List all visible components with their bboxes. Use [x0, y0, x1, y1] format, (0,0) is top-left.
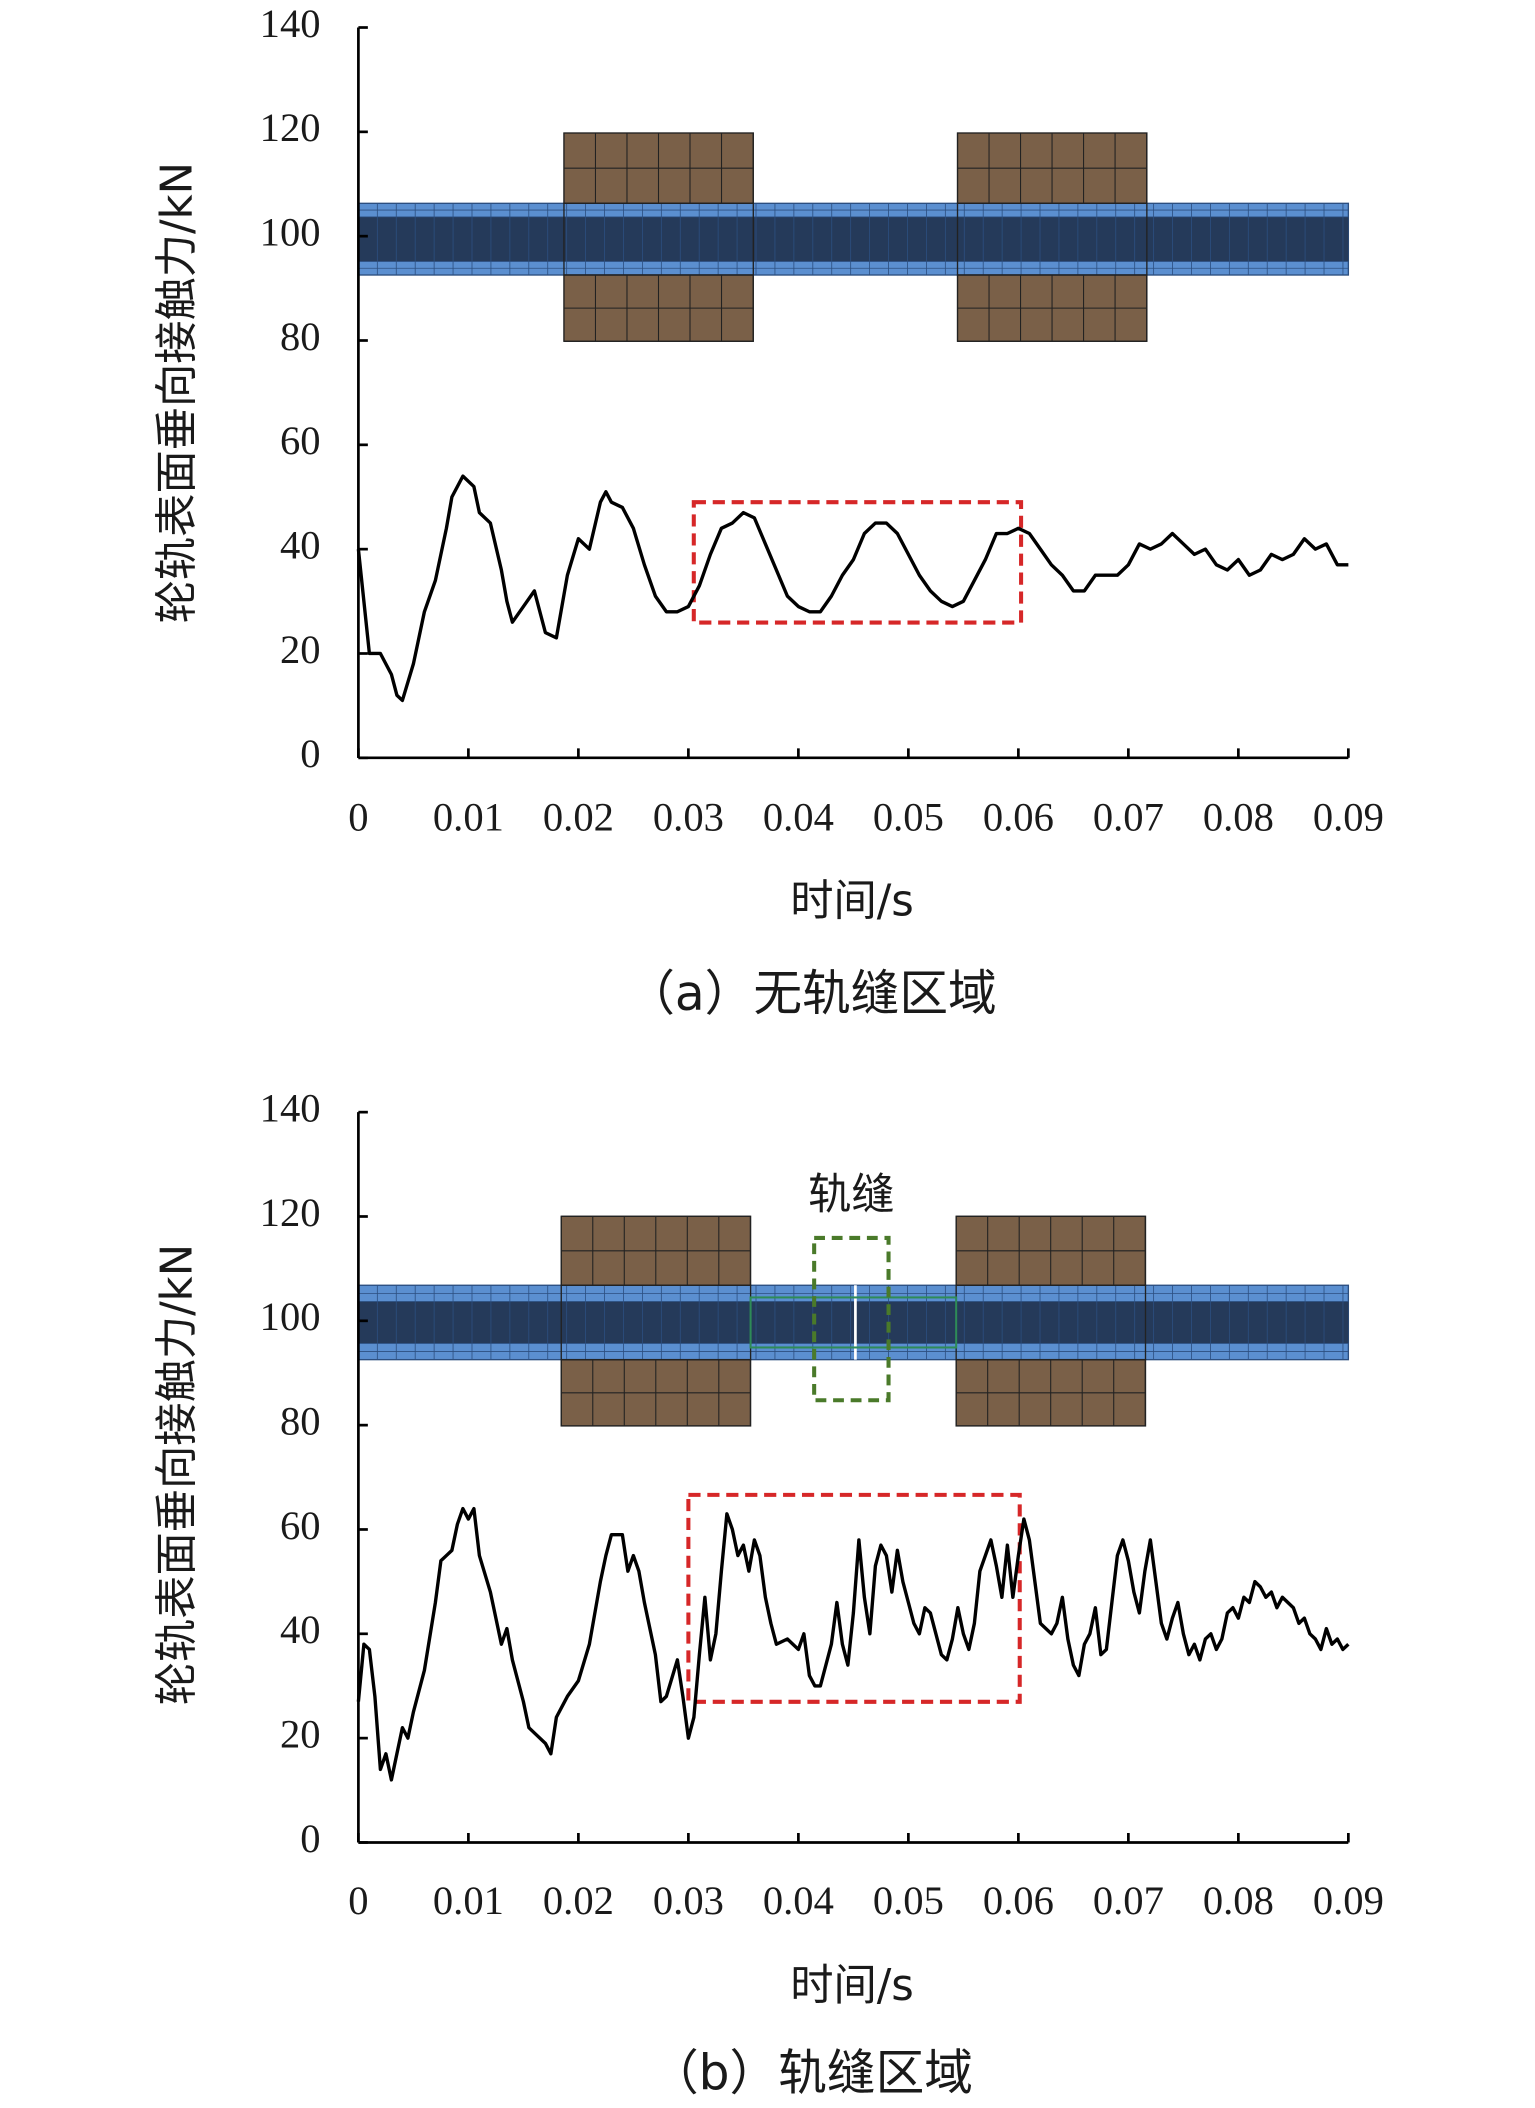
- rail-core: [358, 216, 1349, 262]
- y-tick-label: 0: [300, 1816, 320, 1861]
- y-tick-label: 40: [280, 1607, 321, 1652]
- x-tick-label: 0.07: [1093, 1878, 1164, 1923]
- x-tick-label: 0.05: [873, 795, 944, 840]
- x-tick-label: 0.07: [1093, 795, 1164, 840]
- x-tick-label: 0: [348, 795, 368, 840]
- x-tick-label: 0.02: [543, 795, 614, 840]
- x-axis-label: 时间/s: [790, 876, 914, 926]
- x-tick-label: 0.08: [1203, 1878, 1274, 1923]
- y-tick-label: 40: [280, 522, 321, 567]
- x-tick-label: 0.05: [873, 1878, 944, 1923]
- y-tick-label: 60: [280, 1503, 321, 1548]
- y-tick-label: 100: [260, 1294, 321, 1339]
- x-tick-label: 0: [348, 1878, 368, 1923]
- sleeper-rail: [956, 202, 1148, 276]
- annotation: 轨缝: [808, 1170, 895, 1220]
- x-tick-label: 0.06: [983, 795, 1054, 840]
- x-tick-label: 0.06: [983, 1878, 1054, 1923]
- x-tick-label: 0.03: [653, 795, 724, 840]
- caption: （a）无轨缝区域: [626, 966, 997, 1022]
- joint-bar: [749, 1296, 958, 1349]
- x-tick-label: 0.04: [763, 795, 834, 840]
- highlight-box: [691, 500, 1024, 625]
- data-line: [356, 1506, 1350, 1782]
- y-tick-label: 60: [280, 418, 321, 463]
- y-tick-label: 140: [260, 1085, 321, 1130]
- y-axis-label: 轮轨表面垂向接触力/kN: [152, 162, 202, 623]
- x-tick-label: 0.04: [763, 1878, 834, 1923]
- highlight-box: [686, 1492, 1022, 1704]
- x-tick-label: 0.01: [433, 1878, 504, 1923]
- y-tick-label: 140: [260, 1, 321, 46]
- y-tick-label: 80: [280, 1398, 321, 1443]
- x-tick-label: 0.02: [543, 1878, 614, 1923]
- y-axis-label: 轮轨表面垂向接触力/kN: [152, 1244, 202, 1705]
- y-tick-label: 20: [280, 627, 321, 672]
- y-tick-label: 120: [260, 105, 321, 150]
- y-tick-label: 120: [260, 1190, 321, 1235]
- x-tick-label: 0.08: [1203, 795, 1274, 840]
- x-tick-label: 0.09: [1313, 1878, 1384, 1923]
- caption: （b）轨缝区域: [650, 2045, 973, 2101]
- x-tick-label: 0.01: [433, 795, 504, 840]
- y-tick-label: 20: [280, 1711, 321, 1756]
- data-line: [356, 474, 1349, 703]
- sleeper-rail: [563, 202, 754, 276]
- x-tick-label: 0.09: [1313, 795, 1384, 840]
- rail-core: [358, 1301, 1349, 1344]
- x-tick-label: 0.03: [653, 1878, 724, 1923]
- y-tick-label: 80: [280, 314, 321, 359]
- x-axis-label: 时间/s: [790, 1961, 914, 2011]
- gap-box: [812, 1235, 891, 1403]
- y-tick-label: 100: [260, 209, 321, 254]
- y-tick-label: 0: [300, 731, 320, 776]
